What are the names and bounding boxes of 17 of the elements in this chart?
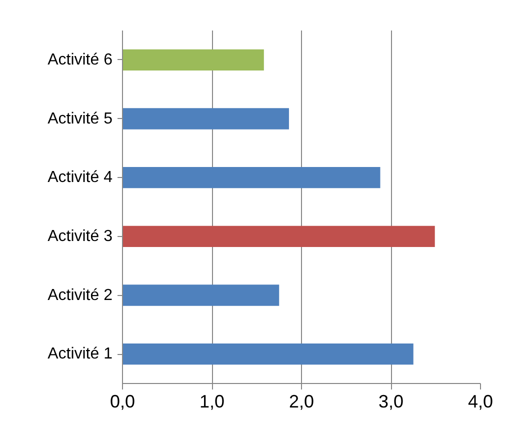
x-tick-label: 2,0 [288, 392, 314, 412]
x-tick-label: 4,0 [468, 392, 494, 412]
x-tick-label: 0,0 [110, 392, 136, 412]
y-tick-label: Activité 1 [48, 346, 113, 363]
bar [122, 226, 435, 248]
x-tick-label: 1,0 [199, 392, 225, 412]
y-tick-label: Activité 5 [48, 110, 113, 128]
bar [122, 166, 380, 188]
x-tick-label: 3,0 [378, 392, 404, 412]
y-tick-label: Activité 4 [48, 169, 113, 186]
y-tick-label: Activité 2 [48, 286, 113, 304]
bar [122, 108, 289, 130]
y-tick-label: Activité 6 [48, 51, 113, 68]
bar [122, 343, 414, 365]
bar [122, 284, 280, 306]
y-tick-label: Activité 3 [48, 228, 113, 245]
bar [122, 49, 264, 71]
